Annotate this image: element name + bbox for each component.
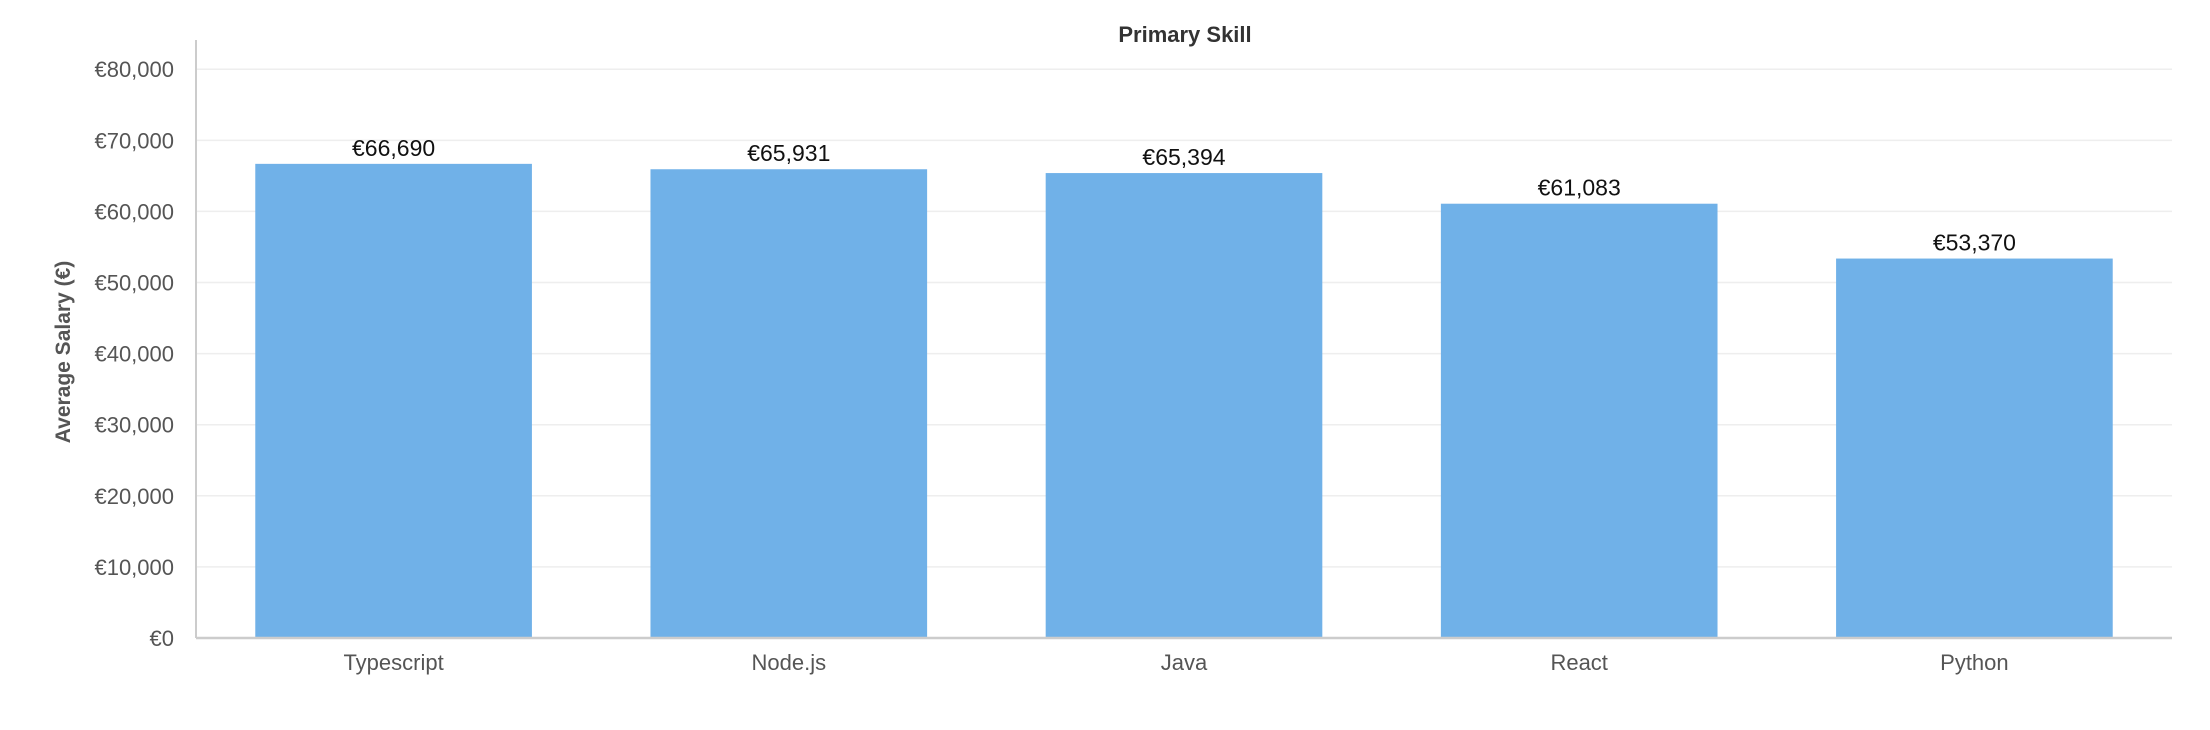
- y-tick-label: €10,000: [94, 555, 174, 580]
- axes: [195, 40, 2172, 640]
- x-tick-label: Node.js: [752, 650, 827, 675]
- data-label: €53,370: [1933, 230, 2016, 256]
- y-axis-title: Average Salary (€): [52, 261, 75, 444]
- data-label: €65,394: [1142, 144, 1225, 170]
- data-label: €65,931: [747, 140, 830, 166]
- bars: [255, 163, 2113, 638]
- y-tick-label: €30,000: [94, 413, 174, 438]
- y-tick-label: €50,000: [94, 271, 174, 296]
- y-tick-label: €20,000: [94, 484, 174, 509]
- data-label: €66,690: [352, 135, 435, 161]
- data-labels: €66,690 €65,931 €65,394 €61,083 €53,370: [352, 135, 2016, 256]
- x-tick-label: Java: [1161, 650, 1208, 675]
- y-axis-ticks: €0 €10,000 €20,000 €30,000 €40,000 €50,000 €60…: [94, 57, 174, 651]
- x-tick-label: Python: [1940, 650, 2009, 675]
- bar-python[interactable]: [1836, 258, 2113, 638]
- y-tick-label: €0: [150, 626, 174, 651]
- bar-react[interactable]: [1440, 203, 1718, 638]
- x-tick-label: React: [1550, 650, 1607, 675]
- y-tick-label: €60,000: [94, 199, 174, 224]
- x-tick-label: Typescript: [343, 650, 443, 675]
- bar-java[interactable]: [1045, 173, 1323, 638]
- chart-title: Primary Skill: [1118, 22, 1251, 47]
- y-tick-label: €40,000: [94, 342, 174, 367]
- bar-node-js[interactable]: [650, 169, 928, 638]
- y-tick-label: €70,000: [94, 128, 174, 153]
- bar-typescript[interactable]: [255, 163, 532, 638]
- y-tick-label: €80,000: [94, 57, 174, 82]
- x-axis-ticks: Typescript Node.js Java React Python: [343, 650, 2008, 675]
- data-label: €61,083: [1538, 175, 1621, 201]
